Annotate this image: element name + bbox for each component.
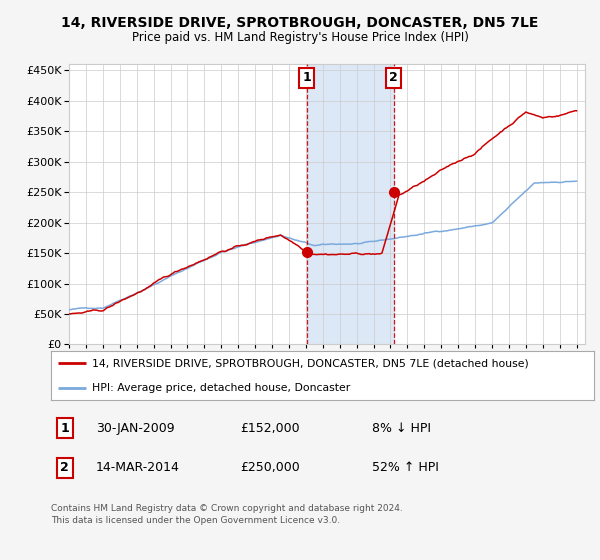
Text: Price paid vs. HM Land Registry's House Price Index (HPI): Price paid vs. HM Land Registry's House …: [131, 31, 469, 44]
Text: 2: 2: [61, 461, 69, 474]
Text: 1: 1: [302, 71, 311, 85]
Text: £250,000: £250,000: [240, 461, 300, 474]
Text: Contains HM Land Registry data © Crown copyright and database right 2024.
This d: Contains HM Land Registry data © Crown c…: [51, 504, 403, 525]
Text: 2: 2: [389, 71, 398, 85]
Text: 14, RIVERSIDE DRIVE, SPROTBROUGH, DONCASTER, DN5 7LE (detached house): 14, RIVERSIDE DRIVE, SPROTBROUGH, DONCAS…: [92, 358, 529, 368]
Bar: [307, 64, 394, 344]
Text: 14-MAR-2014: 14-MAR-2014: [96, 461, 180, 474]
Text: 1: 1: [61, 422, 69, 435]
Text: £152,000: £152,000: [240, 422, 299, 435]
Text: HPI: Average price, detached house, Doncaster: HPI: Average price, detached house, Donc…: [92, 383, 350, 393]
Text: 14, RIVERSIDE DRIVE, SPROTBROUGH, DONCASTER, DN5 7LE: 14, RIVERSIDE DRIVE, SPROTBROUGH, DONCAS…: [61, 16, 539, 30]
Text: 52% ↑ HPI: 52% ↑ HPI: [372, 461, 439, 474]
Text: 8% ↓ HPI: 8% ↓ HPI: [372, 422, 431, 435]
Text: 30-JAN-2009: 30-JAN-2009: [96, 422, 175, 435]
